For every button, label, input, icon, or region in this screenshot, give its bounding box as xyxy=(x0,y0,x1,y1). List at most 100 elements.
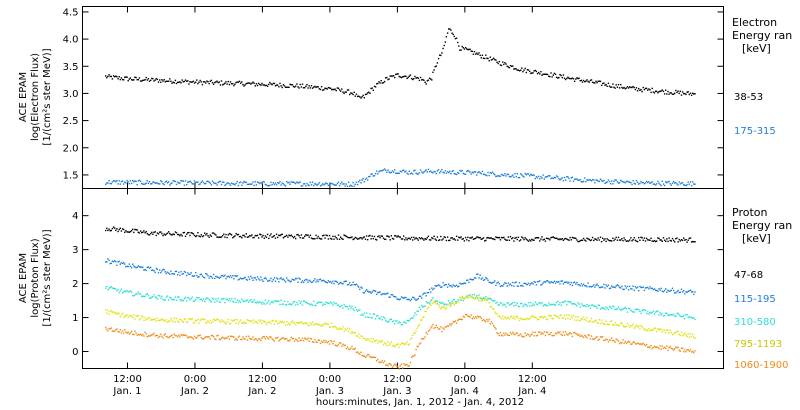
data-point xyxy=(590,79,593,81)
data-point xyxy=(358,181,360,183)
data-point xyxy=(529,318,531,320)
data-point xyxy=(480,57,482,59)
data-point xyxy=(559,331,561,333)
data-point xyxy=(503,303,505,305)
data-point xyxy=(668,347,670,349)
data-point xyxy=(442,281,444,284)
data-point xyxy=(308,184,310,187)
data-point xyxy=(259,321,261,323)
data-point xyxy=(676,237,678,239)
data-point xyxy=(588,304,590,307)
data-point xyxy=(263,320,265,323)
data-point xyxy=(343,234,345,236)
data-point xyxy=(621,238,623,240)
data-point xyxy=(651,287,653,289)
data-point xyxy=(354,332,356,334)
data-point xyxy=(356,335,359,338)
data-point xyxy=(489,237,491,239)
data-point xyxy=(376,293,378,295)
data-point xyxy=(527,282,530,284)
data-point xyxy=(580,239,583,241)
data-point xyxy=(243,180,245,183)
data-point xyxy=(608,339,611,341)
data-point xyxy=(232,183,234,185)
data-point xyxy=(425,295,427,297)
data-point xyxy=(500,334,503,337)
data-point xyxy=(529,284,531,286)
data-point xyxy=(196,296,198,299)
data-point xyxy=(485,276,487,279)
data-point xyxy=(450,324,452,326)
data-point xyxy=(466,170,468,173)
data-point xyxy=(591,321,594,323)
data-point xyxy=(523,318,525,321)
data-point xyxy=(558,76,560,79)
data-point xyxy=(440,235,442,238)
data-point xyxy=(284,303,287,306)
data-point xyxy=(612,83,614,85)
data-point xyxy=(347,330,350,333)
data-point xyxy=(414,298,416,300)
data-point xyxy=(645,313,648,315)
data-point xyxy=(554,332,557,334)
data-point xyxy=(358,309,360,311)
data-point xyxy=(392,295,395,297)
data-point xyxy=(183,80,186,83)
data-point xyxy=(406,363,408,366)
x-tick-time-label: 12:00 xyxy=(518,374,547,385)
data-point xyxy=(365,312,368,314)
data-point xyxy=(512,281,514,284)
data-point xyxy=(206,180,208,183)
data-point xyxy=(151,77,153,80)
data-point xyxy=(629,86,631,88)
data-point xyxy=(165,180,168,182)
data-point xyxy=(189,299,191,301)
data-point xyxy=(452,170,454,172)
data-point xyxy=(473,298,476,300)
data-point xyxy=(331,182,333,185)
data-point xyxy=(604,339,606,342)
data-point xyxy=(161,335,163,338)
data-point xyxy=(119,183,121,185)
data-point xyxy=(432,288,434,291)
data-point xyxy=(518,305,521,308)
data-point xyxy=(604,84,606,86)
data-point xyxy=(596,321,598,324)
data-point xyxy=(683,92,685,95)
data-point xyxy=(563,281,566,284)
data-point xyxy=(603,82,605,84)
data-point xyxy=(177,274,179,276)
data-point xyxy=(237,184,240,187)
data-point xyxy=(227,234,229,236)
data-point xyxy=(314,304,316,307)
data-point xyxy=(343,183,345,185)
data-point xyxy=(642,286,644,288)
data-point xyxy=(179,235,181,237)
data-point xyxy=(524,172,526,175)
data-point xyxy=(412,239,414,241)
data-point xyxy=(180,271,182,273)
data-point xyxy=(174,334,177,337)
data-point xyxy=(150,266,152,269)
data-point xyxy=(248,235,251,237)
data-point xyxy=(472,316,475,318)
data-point xyxy=(647,181,649,184)
data-point xyxy=(398,346,400,348)
data-point xyxy=(205,82,207,84)
data-point xyxy=(480,172,482,175)
data-point xyxy=(418,343,421,345)
data-point xyxy=(555,280,558,283)
data-point xyxy=(644,287,647,289)
data-point xyxy=(442,238,444,240)
data-point xyxy=(260,301,262,304)
data-point xyxy=(243,300,245,303)
data-point xyxy=(690,291,693,293)
data-point xyxy=(644,182,647,184)
data-point xyxy=(487,57,489,60)
data-point xyxy=(578,303,580,305)
data-point xyxy=(478,237,480,239)
data-point xyxy=(359,353,361,355)
data-point xyxy=(379,82,381,84)
data-point xyxy=(576,333,578,335)
data-point xyxy=(603,239,605,241)
